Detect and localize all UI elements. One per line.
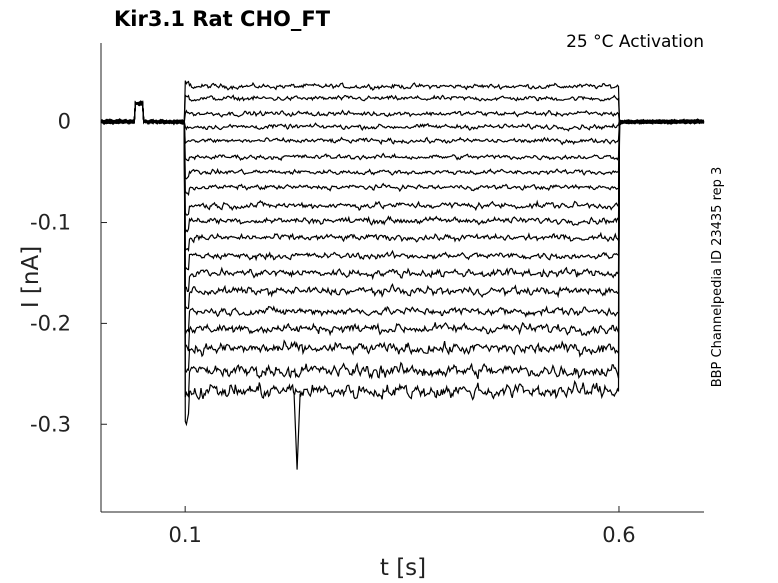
current-trace-8 <box>100 102 705 197</box>
chart-subtitle: 25 °C Activation <box>566 32 704 52</box>
transient-dip <box>293 393 301 470</box>
x-tick-label: 0.6 <box>602 523 635 547</box>
current-trace-15 <box>100 101 705 335</box>
current-trace-10 <box>100 102 705 235</box>
current-trace-16 <box>100 101 705 352</box>
channelpedia-id-label: BBP Channelpedia ID 23435 rep 3 <box>710 167 725 388</box>
y-tick-label: -0.2 <box>30 311 71 335</box>
current-trace-2 <box>100 93 705 125</box>
current-trace-7 <box>100 100 705 180</box>
current-trace-4 <box>100 101 705 132</box>
current-trace-1 <box>100 80 705 125</box>
traces <box>100 80 705 470</box>
current-trace-19 <box>100 101 705 427</box>
x-tick-label: 0.1 <box>168 523 201 547</box>
current-trace-11 <box>100 100 705 253</box>
x-axis-label: t [s] <box>380 555 426 581</box>
y-tick-label: 0 <box>58 110 71 134</box>
y-tick-label: -0.3 <box>30 412 71 436</box>
current-trace-18 <box>100 100 705 399</box>
x-ticks: 0.1 0.6 <box>168 506 636 547</box>
current-trace-5 <box>100 101 705 146</box>
y-axis-label: I [nA] <box>18 246 44 308</box>
current-trace-6 <box>100 101 705 162</box>
current-trace-14 <box>100 99 705 311</box>
current-trace-17 <box>100 102 705 373</box>
current-trace-12 <box>100 101 705 271</box>
current-trace-9 <box>100 100 705 216</box>
current-trace-13 <box>100 100 705 293</box>
y-tick-label: -0.1 <box>30 211 71 235</box>
y-ticks: 0 -0.1 -0.2 -0.3 <box>30 110 107 436</box>
chart-title: Kir3.1 Rat CHO_FT <box>114 7 331 31</box>
current-trace-3 <box>100 101 705 125</box>
